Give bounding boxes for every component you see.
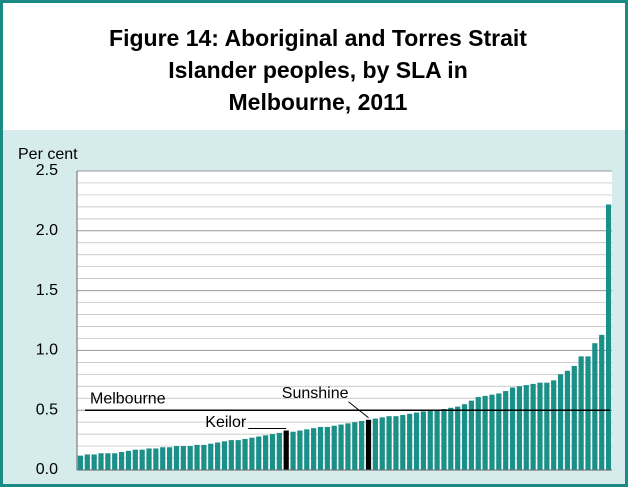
y-tick-label: 0.5 [36,401,58,418]
y-tick-label: 1.5 [36,282,58,299]
y-tick-label: 2.0 [36,222,58,239]
bar [359,420,365,470]
bar [564,370,571,470]
bar [201,444,207,470]
reference-label: Melbourne [90,390,166,407]
bar [283,430,289,470]
bar [489,394,495,470]
bar [571,365,577,470]
bar [338,424,344,470]
y-tick-label: 1.0 [36,342,58,359]
bar [215,442,221,470]
bar [311,428,317,470]
y-axis-label: Per cent [18,146,78,163]
bar [105,453,111,470]
bar [578,356,584,470]
bar [331,425,337,470]
bar [263,435,269,470]
bar [235,440,241,470]
bar [297,430,303,470]
bar [544,382,550,470]
bar [441,409,447,470]
bar [84,454,90,470]
bar [400,414,406,470]
bar [372,418,378,470]
y-tick-label: 0.0 [36,461,58,478]
y-tick-label: 2.5 [36,162,58,179]
bar [537,382,543,470]
bar [304,429,310,470]
bar [194,444,200,470]
bar [242,438,248,470]
bar [221,441,228,470]
bar [407,413,413,470]
bar [290,431,296,470]
bar [516,386,523,470]
bar [269,434,276,470]
bar [256,436,262,470]
bar-label: Sunshine [282,385,349,402]
bar [413,412,420,470]
bar [420,411,426,470]
bar [125,450,132,470]
bar [324,426,330,470]
bar [77,455,84,470]
bar [468,400,474,470]
bar [557,374,564,470]
bar [208,443,214,470]
bar [317,426,324,470]
bar [187,446,193,470]
bar [585,356,591,470]
bar [180,446,186,470]
bar [160,447,166,470]
bar [91,454,97,470]
bar [132,449,138,470]
bar [386,416,392,470]
bar [523,385,529,470]
bar-label: Keilor [205,414,247,431]
chart-title: Figure 14: Aboriginal and Torres Strait [109,25,527,51]
bar [276,432,282,470]
bar [496,393,502,470]
bar [475,397,481,470]
bar [249,437,255,470]
bar [551,380,557,470]
bar [482,395,488,470]
bar [509,387,516,470]
bar [173,446,180,470]
bar [427,410,433,470]
chart-title: Islander peoples, by SLA in [168,57,468,83]
bar [605,204,612,470]
bar [379,417,385,470]
chart-title: Melbourne, 2011 [229,89,408,115]
bar [592,343,598,470]
bar [153,448,159,470]
bar [118,452,125,470]
bar [166,447,173,470]
bar [434,410,440,470]
bar [112,453,118,470]
bar [461,404,468,470]
bar [455,406,461,470]
bar [365,419,372,470]
bar [599,334,605,470]
bar [503,391,509,470]
bar [352,422,358,470]
bar [228,440,234,470]
plot-area [77,171,612,470]
bar [345,423,351,470]
bar [139,449,145,470]
bar [393,416,399,470]
bar [98,453,104,470]
bar [448,407,454,470]
bar [146,448,152,470]
bar [530,383,536,470]
leader-line [348,401,369,419]
